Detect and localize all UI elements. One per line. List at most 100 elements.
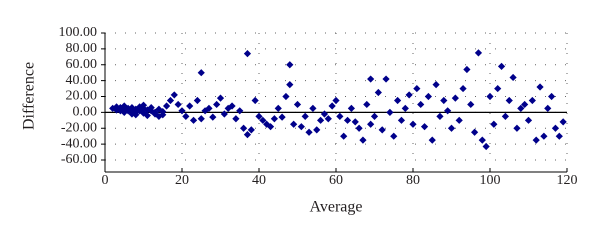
point: [286, 80, 294, 89]
point: [548, 92, 556, 101]
point: [355, 124, 363, 132]
point: [155, 112, 163, 120]
point: [386, 108, 394, 116]
x-tick-label: 0: [102, 173, 109, 188]
point: [505, 96, 513, 105]
point: [351, 118, 359, 126]
x-tick-label: 100: [480, 173, 501, 188]
point: [159, 111, 167, 119]
x-axis-label: Average: [310, 199, 363, 216]
point: [394, 96, 402, 105]
point: [397, 116, 406, 124]
point: [255, 112, 263, 120]
point: [417, 100, 425, 109]
point: [532, 136, 540, 144]
point: [282, 92, 290, 101]
point: [524, 116, 533, 124]
point: [243, 50, 252, 58]
point: [209, 113, 217, 121]
point: [474, 49, 483, 57]
point: [424, 92, 432, 101]
point: [163, 102, 171, 110]
point: [444, 107, 452, 115]
point: [405, 91, 413, 99]
y-tick-label: -60.00: [61, 152, 97, 167]
point: [347, 104, 355, 113]
point: [370, 112, 379, 120]
point: [236, 107, 244, 115]
point: [359, 136, 367, 144]
point: [451, 94, 459, 102]
point: [232, 115, 240, 123]
point: [186, 102, 194, 110]
point: [343, 116, 352, 124]
y-tick-label: 60.00: [66, 57, 98, 72]
point: [274, 104, 282, 113]
point: [259, 116, 267, 124]
point: [540, 132, 548, 140]
point: [193, 96, 201, 105]
y-tick-label: -40.00: [61, 136, 97, 151]
point: [436, 112, 444, 120]
point: [382, 75, 390, 83]
point: [463, 65, 471, 74]
point: [501, 112, 509, 120]
point: [197, 115, 205, 123]
point: [428, 136, 436, 144]
point: [455, 116, 463, 124]
chart: Average Difference -60.00-40.00-20.000.0…: [21, 25, 578, 216]
x-tick-label: 40: [252, 173, 266, 188]
x-tick-label: 20: [175, 173, 189, 188]
point: [174, 100, 182, 109]
point: [132, 111, 140, 119]
point: [378, 126, 386, 134]
x-tick-label: 120: [557, 173, 578, 188]
point: [486, 92, 494, 101]
point: [497, 62, 506, 70]
point: [367, 75, 375, 83]
point: [513, 124, 521, 132]
point: [536, 83, 544, 91]
point: [551, 124, 560, 132]
point: [317, 116, 325, 124]
point: [517, 104, 525, 113]
point: [263, 120, 271, 128]
point: [147, 104, 155, 112]
point: [290, 120, 298, 128]
point: [528, 96, 536, 105]
point: [494, 84, 502, 93]
y-tick-label: -20.00: [61, 120, 97, 135]
point: [189, 116, 198, 124]
point: [139, 101, 148, 109]
x-tick-label: 80: [406, 173, 420, 188]
point: [305, 128, 313, 136]
point: [178, 107, 186, 115]
point: [509, 73, 517, 82]
point: [409, 120, 417, 128]
y-tick-label: 100.00: [59, 25, 98, 40]
point: [120, 108, 128, 116]
point: [390, 132, 398, 140]
point: [278, 113, 286, 121]
point: [309, 104, 317, 113]
y-axis-label: Difference: [21, 62, 38, 130]
point: [320, 110, 329, 118]
point: [544, 104, 552, 113]
point: [143, 111, 151, 120]
point: [166, 96, 175, 105]
point: [243, 131, 252, 139]
point: [205, 104, 213, 113]
point: [297, 123, 305, 131]
point: [367, 120, 375, 128]
point: [170, 91, 178, 99]
point: [447, 124, 456, 132]
point: [401, 104, 409, 113]
point: [240, 124, 248, 132]
point: [301, 112, 309, 120]
y-tick-label: 40.00: [66, 73, 98, 88]
point: [340, 132, 348, 140]
point: [324, 115, 332, 123]
point: [266, 123, 275, 131]
point: [478, 136, 486, 144]
point: [328, 102, 336, 110]
